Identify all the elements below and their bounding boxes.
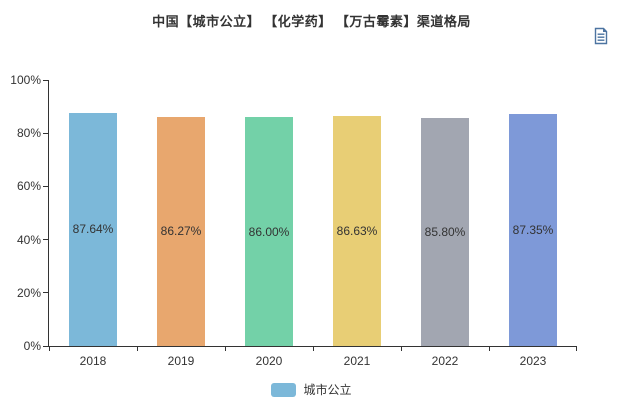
bar-2020[interactable]: 86.00% xyxy=(245,117,293,346)
bar-value-label: 87.64% xyxy=(72,222,114,237)
y-axis-tick xyxy=(43,79,48,81)
bar-2021[interactable]: 86.63% xyxy=(333,115,381,346)
x-axis-label: 2019 xyxy=(167,354,195,368)
bar-value-label: 86.27% xyxy=(160,224,202,239)
legend-label: 城市公立 xyxy=(303,383,352,397)
y-axis-tick xyxy=(43,292,48,294)
x-axis-label: 2021 xyxy=(343,354,371,368)
bar-slot-2020: 86.00% 2020 xyxy=(225,80,313,368)
bar-2022[interactable]: 85.80% xyxy=(421,117,469,346)
bar-slot-2022: 85.80% 2022 xyxy=(401,80,489,368)
legend-swatch xyxy=(271,382,297,397)
data-view-icon[interactable] xyxy=(591,26,611,46)
y-axis-label: 40% xyxy=(16,232,41,247)
y-axis-tick xyxy=(43,345,48,347)
legend-item-city-public[interactable]: 城市公立 xyxy=(271,381,352,398)
y-axis-label: 60% xyxy=(16,179,41,194)
data-view-icon-glyph xyxy=(594,27,608,45)
y-axis-tick xyxy=(43,239,48,241)
x-axis-tick xyxy=(400,346,402,351)
x-axis-tick xyxy=(576,346,577,351)
y-axis-label: 80% xyxy=(16,126,41,141)
bar-value-label: 86.00% xyxy=(248,224,290,239)
bar-2023[interactable]: 87.35% xyxy=(509,113,557,346)
x-axis-label: 2020 xyxy=(255,354,283,368)
bar-value-label: 87.35% xyxy=(512,222,554,237)
x-axis-tick xyxy=(489,346,490,351)
y-axis-label: 0% xyxy=(23,339,41,353)
x-axis-tick xyxy=(136,346,138,351)
plot-area: 0% 20% 40% 60% 80% 100% 87.64% 2018 86.27% 2019 86… xyxy=(10,74,577,368)
x-axis-tick xyxy=(224,346,226,351)
x-axis-tick xyxy=(49,346,50,351)
chart-title: 中国【城市公立】 【化学药】 【万古霉素】渠道格局 xyxy=(152,14,471,29)
x-axis-label: 2023 xyxy=(519,354,547,368)
y-axis-label: 100% xyxy=(10,73,41,87)
y-axis-tick xyxy=(43,185,48,187)
bar-2019[interactable]: 86.27% xyxy=(157,116,205,346)
x-axis-label: 2022 xyxy=(431,354,459,368)
x-axis-tick xyxy=(313,346,314,351)
y-axis-label: 20% xyxy=(16,285,41,300)
bar-2018[interactable]: 87.64% xyxy=(69,112,117,346)
bar-slot-2018: 87.64% 2018 xyxy=(49,80,137,368)
bar-slot-2021: 86.63% 2021 xyxy=(313,80,401,368)
bar-slot-2019: 86.27% 2019 xyxy=(137,80,225,368)
bar-slot-2023: 87.35% 2023 xyxy=(489,80,577,368)
y-axis-tick xyxy=(43,132,48,134)
bar-value-label: 85.80% xyxy=(424,224,466,239)
legend: 城市公立 xyxy=(0,381,623,398)
bar-value-label: 86.63% xyxy=(336,223,378,238)
x-axis-label: 2018 xyxy=(79,354,107,368)
